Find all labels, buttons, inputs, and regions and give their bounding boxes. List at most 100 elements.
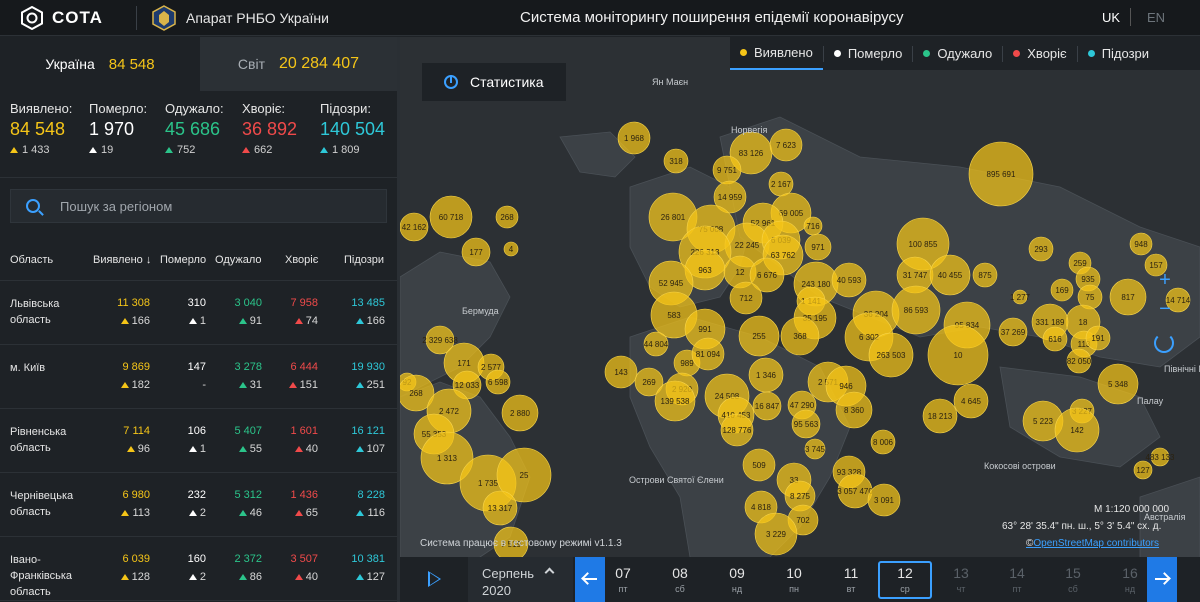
prev-day-button[interactable] — [575, 557, 605, 602]
case-bubble[interactable]: 7 623 — [769, 128, 803, 162]
case-bubble[interactable]: 14 714 — [1165, 287, 1191, 313]
case-bubble[interactable]: 1 346 — [748, 357, 784, 393]
table-row[interactable]: Рівненська область 7 114 96 106 1 5 407 55 1 60… — [0, 409, 397, 473]
sidebar-scrollbar[interactable] — [397, 37, 400, 602]
case-bubble[interactable]: 2 167 — [768, 171, 794, 197]
case-bubble[interactable]: 6 598 — [485, 369, 511, 395]
legend-item[interactable]: Одужало — [913, 37, 1002, 70]
case-bubble[interactable]: 191 — [1085, 325, 1111, 351]
case-bubble[interactable]: 509 — [742, 448, 776, 482]
case-bubble[interactable]: 263 503 — [868, 332, 914, 378]
case-bubble[interactable]: 60 718 — [429, 195, 473, 239]
table-row[interactable]: м. Київ 9 869 182 147 - 3 278 31 6 444 151 19 930… — [0, 345, 397, 409]
case-bubble[interactable]: 40 455 — [929, 254, 971, 296]
case-bubble[interactable]: 2 880 — [501, 394, 539, 432]
statistics-button[interactable]: Статистика — [422, 63, 566, 101]
zoom-out-button[interactable]: − — [1159, 298, 1171, 320]
refresh-icon[interactable] — [1154, 333, 1174, 353]
legend-item[interactable]: Виявлено — [730, 37, 823, 70]
case-bubble[interactable]: 86 593 — [891, 285, 941, 335]
th-detected[interactable]: Виявлено ↓ — [93, 254, 151, 266]
day-item[interactable]: 10 пн — [774, 565, 814, 594]
case-bubble[interactable]: 6 676 — [749, 257, 785, 293]
th-region[interactable]: Область — [10, 254, 54, 266]
case-bubble[interactable]: 10 — [927, 324, 989, 386]
th-suspected[interactable]: Підозри — [344, 254, 385, 266]
case-bubble[interactable]: 16 847 — [752, 391, 782, 421]
region-search-input[interactable] — [60, 198, 360, 214]
table-row[interactable]: Івано-Франківська область 6 039 128 160 2 2 3… — [0, 537, 397, 601]
case-bubble[interactable]: 9 751 — [712, 155, 742, 185]
case-bubble[interactable]: 895 691 — [968, 141, 1034, 207]
osm-attribution-link[interactable]: ©OpenStreetMap contributors — [1026, 538, 1159, 549]
world-map[interactable]: 1 968 318 83 126 7 623 895 691 9 751 2 167 14 9… — [400, 37, 1200, 602]
case-bubble[interactable]: 875 — [972, 262, 998, 288]
month-selector[interactable]: Серпень 2020 — [468, 557, 573, 602]
org[interactable]: Апарат РНБО України — [150, 4, 329, 32]
tab-ukraine[interactable]: Україна 84 548 — [0, 37, 200, 91]
case-bubble[interactable]: 817 — [1109, 278, 1147, 316]
case-bubble[interactable]: 4 — [503, 241, 519, 257]
case-bubble[interactable]: 18 213 — [922, 398, 958, 434]
day-item[interactable]: 15 сб — [1053, 565, 1093, 594]
case-bubble[interactable]: 948 — [1129, 232, 1153, 256]
case-bubble[interactable]: 177 — [461, 237, 491, 267]
case-bubble[interactable]: 42 162 — [400, 212, 429, 242]
tab-world[interactable]: Світ 20 284 407 — [200, 37, 397, 91]
play-icon[interactable] — [428, 571, 441, 587]
case-bubble[interactable]: 81 094 — [691, 337, 725, 371]
case-bubble[interactable]: 3 091 — [867, 483, 901, 517]
case-bubble[interactable]: 44 804 — [643, 331, 669, 357]
day-item[interactable]: 12 ср — [878, 561, 932, 599]
day-item[interactable]: 14 пт — [997, 565, 1037, 594]
day-item[interactable]: 07 пт — [603, 565, 643, 594]
case-bubble[interactable]: 169 — [1050, 278, 1074, 302]
case-bubble[interactable]: 139 538 — [654, 380, 696, 422]
case-bubble[interactable]: 616 — [1042, 326, 1068, 352]
case-bubble[interactable]: 483 133 — [1146, 447, 1175, 467]
case-bubble[interactable]: 37 269 — [998, 317, 1028, 347]
case-bubble[interactable]: 3 745 — [804, 438, 826, 460]
day-item[interactable]: 16 нд — [1110, 565, 1150, 594]
case-bubble[interactable]: 3 229 — [754, 512, 798, 556]
table-row[interactable]: Львівська область 11 308 166 310 1 3 040 91 7 9… — [0, 281, 397, 345]
case-bubble[interactable]: 269 — [634, 367, 664, 397]
case-bubble[interactable]: 95 563 — [791, 409, 821, 439]
case-bubble[interactable]: 8 360 — [835, 391, 873, 429]
zoom-in-button[interactable]: + — [1159, 269, 1171, 291]
th-recovered[interactable]: Одужало — [215, 254, 262, 266]
case-bubble[interactable]: 128 776 — [720, 413, 754, 447]
case-bubble[interactable]: 3 057 470 — [837, 473, 873, 509]
table-row[interactable]: Чернівецька область 6 980 113 232 2 5 312 46 1 … — [0, 473, 397, 537]
th-sick[interactable]: Хворіє — [285, 254, 319, 266]
case-bubble[interactable]: 712 — [729, 281, 763, 315]
logo[interactable]: COTA — [20, 6, 103, 30]
case-bubble[interactable]: 368 — [780, 316, 820, 356]
case-bubble[interactable]: 40 593 — [831, 262, 867, 298]
map-canvas[interactable]: 1 968 318 83 126 7 623 895 691 9 751 2 167 14 9… — [400, 37, 1200, 602]
legend-item[interactable]: Хворіє — [1003, 37, 1076, 70]
case-bubble[interactable]: 14 959 — [713, 180, 747, 214]
case-bubble[interactable]: 971 — [804, 233, 832, 261]
case-bubble[interactable]: 268 — [495, 205, 519, 229]
case-bubble[interactable]: 293 — [1028, 236, 1054, 262]
case-bubble[interactable]: 268 — [400, 374, 435, 412]
day-item[interactable]: 11 вт — [831, 565, 871, 594]
case-bubble[interactable]: 1 313 — [420, 431, 474, 485]
case-bubble[interactable]: 4 645 — [953, 383, 989, 419]
case-bubble[interactable]: 5 348 — [1097, 363, 1139, 405]
case-bubble[interactable]: 142 — [1054, 407, 1100, 453]
legend-item[interactable]: Підозри — [1078, 37, 1159, 70]
day-item[interactable]: 13 чт — [941, 565, 981, 594]
case-bubble[interactable]: 5 223 — [1022, 400, 1064, 442]
case-bubble[interactable]: 143 — [604, 355, 638, 389]
case-bubble[interactable]: 318 — [663, 148, 689, 174]
next-day-button[interactable] — [1147, 557, 1177, 602]
case-bubble[interactable]: 716 — [803, 216, 823, 236]
case-bubble[interactable]: 1 968 — [617, 121, 651, 155]
case-bubble[interactable]: 8 006 — [870, 429, 896, 455]
lang-uk-button[interactable]: UK — [1102, 10, 1121, 25]
case-bubble[interactable]: 25 — [496, 447, 552, 503]
day-item[interactable]: 09 нд — [717, 565, 757, 594]
case-bubble[interactable]: 127 — [1133, 460, 1153, 480]
